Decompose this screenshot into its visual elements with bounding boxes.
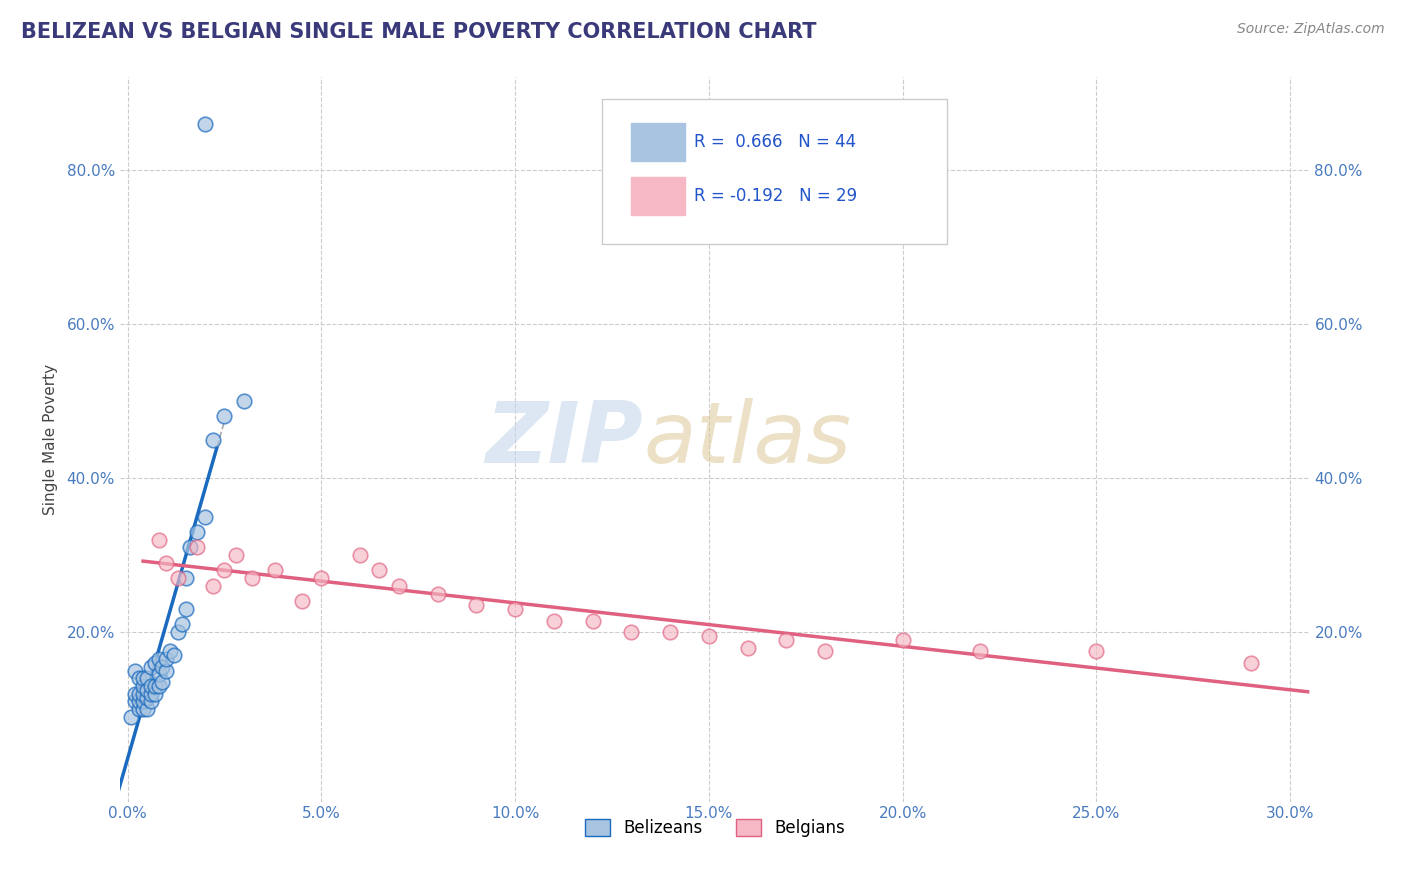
Point <box>152 659 174 673</box>
Point <box>128 702 150 716</box>
Point <box>311 571 333 585</box>
Point <box>186 524 208 539</box>
Point <box>581 614 603 628</box>
Point <box>368 564 391 578</box>
Point <box>1240 656 1263 670</box>
Point <box>170 617 193 632</box>
Point <box>201 433 224 447</box>
Point <box>349 548 371 562</box>
Point <box>159 644 181 658</box>
Point <box>186 541 208 555</box>
Point <box>240 571 263 585</box>
Point <box>388 579 411 593</box>
Point <box>194 509 217 524</box>
Point <box>124 687 146 701</box>
Point <box>139 687 162 701</box>
Point <box>148 679 170 693</box>
FancyBboxPatch shape <box>602 99 946 244</box>
Point <box>139 659 162 673</box>
Point <box>132 671 155 685</box>
Point <box>143 679 166 693</box>
Point <box>291 594 314 608</box>
Point <box>232 394 254 409</box>
Point <box>128 671 150 685</box>
Point <box>1085 644 1108 658</box>
Point <box>543 614 565 628</box>
Point <box>136 671 159 685</box>
Point <box>148 667 170 681</box>
Point <box>167 625 190 640</box>
Point <box>132 679 155 693</box>
Point <box>128 687 150 701</box>
Text: atlas: atlas <box>644 398 851 481</box>
Point <box>128 694 150 708</box>
Point <box>136 702 159 716</box>
Point <box>163 648 186 663</box>
FancyBboxPatch shape <box>631 123 685 161</box>
Point <box>124 664 146 678</box>
Point <box>201 579 224 593</box>
FancyBboxPatch shape <box>631 178 685 215</box>
Point <box>136 682 159 697</box>
Point <box>659 625 682 640</box>
Point <box>465 598 488 612</box>
Text: R =  0.666   N = 44: R = 0.666 N = 44 <box>695 133 856 151</box>
Point <box>194 117 217 131</box>
Legend: Belizeans, Belgians: Belizeans, Belgians <box>578 813 852 844</box>
Point <box>143 656 166 670</box>
Text: R = -0.192   N = 29: R = -0.192 N = 29 <box>695 187 858 205</box>
Point <box>214 564 236 578</box>
Point <box>174 602 197 616</box>
Point <box>426 586 449 600</box>
Point <box>120 710 142 724</box>
Point <box>775 632 797 647</box>
Point <box>152 675 174 690</box>
Point <box>139 694 162 708</box>
Point <box>891 632 914 647</box>
Point <box>225 548 247 562</box>
Point <box>124 694 146 708</box>
Point <box>155 664 177 678</box>
Point <box>503 602 526 616</box>
Point <box>179 541 201 555</box>
Point <box>620 625 643 640</box>
Text: Source: ZipAtlas.com: Source: ZipAtlas.com <box>1237 22 1385 37</box>
Point <box>139 679 162 693</box>
Point <box>148 533 170 547</box>
Point <box>132 687 155 701</box>
Point <box>814 644 837 658</box>
Point <box>969 644 991 658</box>
Point <box>167 571 190 585</box>
Point <box>155 556 177 570</box>
Text: ZIP: ZIP <box>485 398 644 481</box>
Point <box>737 640 759 655</box>
Text: BELIZEAN VS BELGIAN SINGLE MALE POVERTY CORRELATION CHART: BELIZEAN VS BELGIAN SINGLE MALE POVERTY … <box>21 22 817 42</box>
Point <box>132 702 155 716</box>
Point <box>697 629 720 643</box>
Point <box>263 564 285 578</box>
Y-axis label: Single Male Poverty: Single Male Poverty <box>44 364 58 515</box>
Point <box>148 652 170 666</box>
Point <box>143 687 166 701</box>
Point <box>136 690 159 705</box>
Point <box>214 409 236 424</box>
Point <box>132 694 155 708</box>
Point <box>155 652 177 666</box>
Point <box>174 571 197 585</box>
